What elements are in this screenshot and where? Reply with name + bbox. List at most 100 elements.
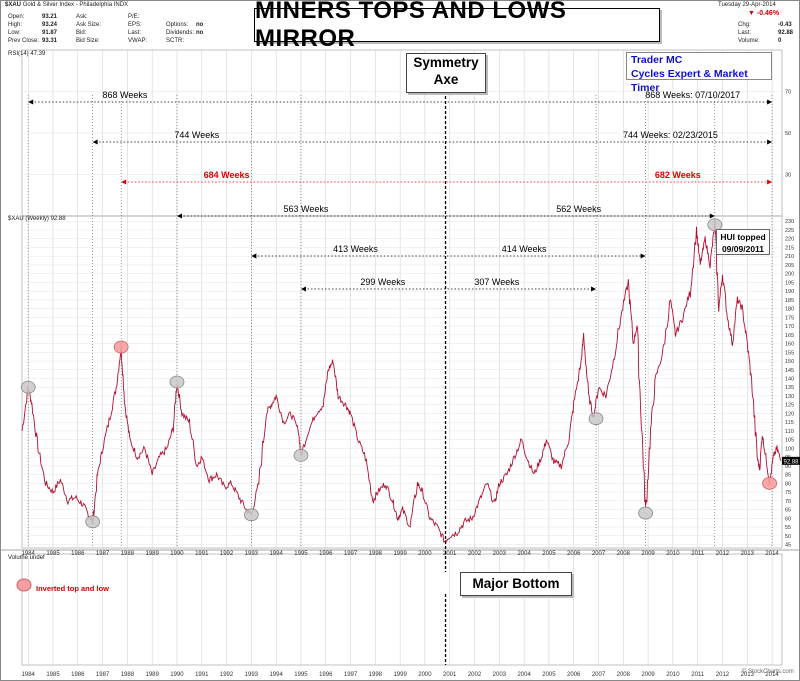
price-series: 92.88 xyxy=(21,218,800,543)
y-tick-label: 145 xyxy=(785,368,794,374)
span-label-right: 868 Weeks: 07/10/2017 xyxy=(645,90,740,100)
y-tick-label: 230 xyxy=(785,219,794,225)
x-tick-label: 1994 xyxy=(269,551,283,557)
span-arrow-head-right xyxy=(767,179,773,185)
y-tick-label: 225 xyxy=(785,228,794,234)
volume-label: Volume undef xyxy=(8,555,45,561)
span-arrow-head-left xyxy=(176,213,182,219)
x-tick-label: 2010 xyxy=(666,551,680,557)
trader-tagline: Cycles Expert & Market Timer xyxy=(631,68,748,94)
y-tick-label: 55 xyxy=(785,525,791,531)
y-tick-label: 100 xyxy=(785,446,794,452)
x-tick-label-bottom: 2007 xyxy=(592,672,606,678)
x-tick-label: 2000 xyxy=(418,551,432,557)
grey-marker-circle xyxy=(293,448,309,462)
y-tick-label: 140 xyxy=(785,377,794,383)
grid xyxy=(0,49,800,666)
x-tick-label-bottom: 1999 xyxy=(393,672,407,678)
quote-left-value: 93.21 xyxy=(42,14,58,20)
pink-marker-circle xyxy=(762,476,778,490)
x-tick-label: 2008 xyxy=(617,551,631,557)
x-tick-label-bottom: 2013 xyxy=(741,672,755,678)
guide-lines xyxy=(27,91,773,665)
x-tick-label: 1990 xyxy=(170,551,184,557)
span-label-left: 563 Weeks xyxy=(283,204,328,214)
span-label-right: 682 Weeks xyxy=(655,170,701,180)
x-tick-label-bottom: 1988 xyxy=(121,672,135,678)
symmetry-line2: Axe xyxy=(433,72,459,87)
rsi-tick-label: 30 xyxy=(785,173,791,179)
x-tick-label-bottom: 2011 xyxy=(691,672,705,678)
grey-marker-circle xyxy=(588,412,604,426)
y-tick-label: 160 xyxy=(785,342,794,348)
x-tick-label-bottom: 2014 xyxy=(765,672,779,678)
y-tick-label: 195 xyxy=(785,280,794,286)
quote-mid-label: Bid: xyxy=(76,30,87,36)
x-tick-label-bottom: 2008 xyxy=(617,672,631,678)
y-tick-label: 165 xyxy=(785,333,794,339)
y-tick-label: 155 xyxy=(785,350,794,356)
y-tick-label: 50 xyxy=(785,534,791,540)
panel-border-1 xyxy=(21,215,783,549)
y-tick-label: 70 xyxy=(785,499,791,505)
y-tick-label: 120 xyxy=(785,411,794,417)
x-tick-label-bottom: 2002 xyxy=(468,672,482,678)
x-tick-label-bottom: 1993 xyxy=(245,672,259,678)
x-tick-label-bottom: 1989 xyxy=(145,672,159,678)
span-label-left: 744 Weeks xyxy=(174,130,219,140)
quote-mid3-label: Dividends: xyxy=(166,30,195,36)
x-tick-label-bottom: 1987 xyxy=(96,672,110,678)
x-tick-label: 1992 xyxy=(220,551,234,557)
x-tick-label-bottom: 2006 xyxy=(567,672,581,678)
span-label-left: 413 Weeks xyxy=(333,244,378,254)
grey-marker-circle xyxy=(169,375,185,389)
span-arrow-head-left xyxy=(121,179,127,185)
x-tick-label: 1995 xyxy=(294,551,308,557)
price-label: $XAU (Weekly) 92.88 xyxy=(8,216,66,222)
panel-border-2 xyxy=(21,553,783,666)
y-tick-label: 175 xyxy=(785,315,794,321)
x-tick-label: 2004 xyxy=(517,551,531,557)
y-tick-label: 190 xyxy=(785,289,794,295)
x-tick-label-bottom: 1992 xyxy=(220,672,234,678)
y-tick-label: 125 xyxy=(785,403,794,409)
quote-right-label: Last: xyxy=(738,30,752,36)
span-label-left: 684 Weeks xyxy=(204,170,250,180)
rsi-tick-label: 70 xyxy=(785,90,791,96)
y-tick-label: 180 xyxy=(785,307,794,313)
span-label-right: 307 Weeks xyxy=(474,277,519,287)
y-tick-label: 90 xyxy=(785,464,791,470)
x-tick-label: 1987 xyxy=(96,551,110,557)
major-bottom-box: Major Bottom xyxy=(460,572,572,596)
quote-mid-label: Bid Size: xyxy=(76,38,100,44)
symbol: $XAU xyxy=(5,2,22,8)
quote-right-value: 92.88 xyxy=(778,30,794,36)
x-tick-label-bottom: 2010 xyxy=(666,672,680,678)
x-tick-label-bottom: 2005 xyxy=(542,672,556,678)
x-tick-label: 2007 xyxy=(592,551,606,557)
span-arrow-head-left xyxy=(92,139,98,145)
x-tick-label: 1996 xyxy=(319,551,333,557)
grey-marker-circle xyxy=(85,515,101,529)
grey-marker-circle xyxy=(707,218,723,232)
week-arrows: 868 Weeks 868 Weeks: 07/10/2017 744 Weeks 7… xyxy=(28,90,773,292)
y-tick-label: 220 xyxy=(785,237,794,243)
y-tick-label: 135 xyxy=(785,385,794,391)
quote-right-value: 0 xyxy=(778,38,782,44)
last-value-box xyxy=(782,456,800,465)
legend-label: Inverted top and low xyxy=(36,584,109,593)
quote-mid-label: Ask: xyxy=(76,14,88,20)
y-tick-label: 150 xyxy=(785,359,794,365)
x-tick-label-bottom: 1991 xyxy=(195,672,209,678)
quote-right-label: Volume: xyxy=(738,38,760,44)
x-tick-label: 2013 xyxy=(741,551,755,557)
x-tick-label: 2001 xyxy=(443,551,457,557)
span-arrow-head-right xyxy=(767,99,773,105)
x-tick-label-bottom: 1998 xyxy=(369,672,383,678)
x-tick-label-bottom: 1994 xyxy=(269,672,283,678)
pink-marker-circle xyxy=(113,340,129,354)
y-tick-label: 45 xyxy=(785,543,791,549)
trader-box: Trader MC Cycles Expert & Market Timer xyxy=(626,52,772,94)
x-tick-label-bottom: 2000 xyxy=(418,672,432,678)
trader-name: Trader MC xyxy=(631,54,683,66)
